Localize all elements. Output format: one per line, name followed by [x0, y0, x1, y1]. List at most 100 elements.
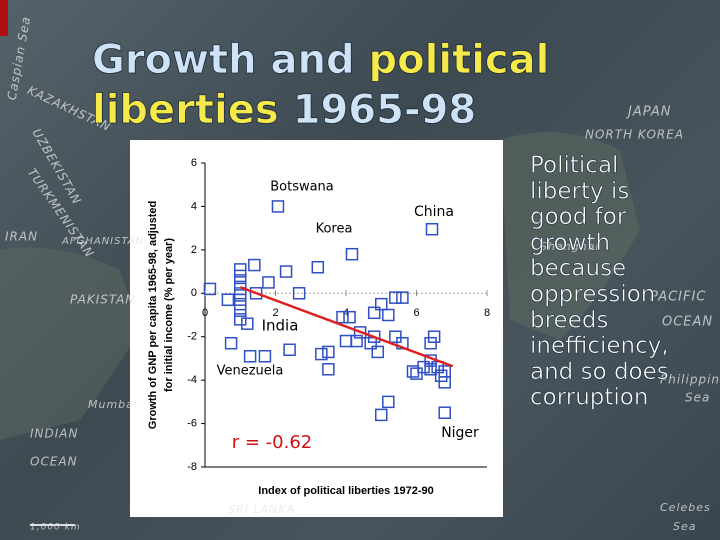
point — [424, 363, 437, 376]
point — [234, 297, 247, 311]
x-tick-label: 2 — [272, 307, 278, 319]
y-axis-label: Growth of GNP per capita 1965-98, adjust… — [147, 201, 159, 429]
point — [367, 306, 381, 320]
point — [364, 336, 377, 350]
point — [322, 345, 335, 359]
x-axis-label: Index of political liberties 1972-90 — [258, 485, 433, 497]
point — [271, 200, 285, 213]
bullet-line: corruption — [530, 385, 648, 411]
point — [315, 347, 328, 361]
x-tick-label: 8 — [484, 307, 490, 319]
land — [500, 132, 640, 340]
point — [234, 269, 247, 283]
map-label: JAPAN — [625, 105, 672, 120]
corner-mark — [0, 0, 8, 36]
annotation: China — [414, 204, 454, 220]
point — [389, 330, 402, 343]
bullet-line: breeds — [530, 307, 608, 333]
point — [427, 330, 441, 343]
trendline — [239, 286, 454, 368]
point — [410, 367, 423, 380]
point — [438, 406, 451, 419]
bullet-line: oppression — [530, 282, 655, 308]
map-label: NORTH KOREA — [585, 128, 684, 142]
point — [425, 222, 439, 236]
map-label: OCEAN — [662, 315, 713, 330]
point — [345, 247, 359, 261]
map-label: AFGHANISTAN — [61, 236, 144, 247]
point — [336, 310, 349, 324]
map-label: PAKISTAN — [70, 293, 135, 307]
annotation: Korea — [316, 222, 353, 237]
bullet-line: growth — [530, 230, 610, 256]
point — [311, 260, 325, 274]
point — [367, 330, 381, 343]
annotation: Niger — [441, 425, 479, 441]
point — [203, 282, 217, 296]
y-axis-label: for initial income (% per year) — [163, 238, 175, 392]
bullet-line: inefficiency, — [530, 333, 669, 359]
bullet-line: good for — [530, 204, 627, 230]
point — [221, 293, 235, 307]
point — [234, 263, 247, 276]
title-part: Growth and — [92, 37, 369, 83]
map-label: Shanghai — [540, 240, 599, 253]
map-label: Celebes — [660, 501, 711, 514]
point — [292, 287, 306, 300]
y-tick-label: -4 — [187, 374, 197, 386]
map-label: Mumbai — [88, 398, 138, 411]
map-label: Philippine — [660, 373, 720, 387]
point — [234, 304, 247, 317]
x-tick-label: 0 — [202, 307, 208, 319]
bullet-line: liberty is — [530, 178, 629, 204]
point — [434, 369, 448, 383]
x-tick-label: 4 — [343, 307, 349, 319]
point — [343, 310, 356, 324]
annotation: Botswana — [270, 180, 334, 195]
bullet-line: because — [530, 256, 626, 282]
point — [262, 276, 275, 289]
point — [375, 408, 388, 422]
annotation: India — [262, 317, 299, 335]
point — [350, 334, 363, 348]
point — [438, 376, 451, 389]
point — [389, 291, 402, 304]
map-label: PACIFIC — [650, 290, 706, 305]
bullet-line: Political — [530, 153, 618, 179]
point — [241, 317, 254, 330]
y-tick-label: -6 — [187, 417, 197, 429]
bullet-line: and so does — [530, 359, 669, 385]
map-label: Sea — [685, 391, 710, 405]
point — [243, 350, 257, 363]
map-label: IRAN — [5, 230, 38, 244]
point — [424, 336, 437, 350]
point — [353, 326, 367, 339]
point — [396, 291, 409, 304]
point — [382, 308, 395, 322]
y-tick-label: 0 — [191, 287, 197, 299]
map-label: 1,000 km — [30, 523, 81, 533]
point — [375, 297, 388, 311]
land — [0, 247, 140, 440]
y-tick-label: -8 — [187, 461, 197, 473]
point — [258, 350, 272, 363]
title-line: liberties 1965-98 — [92, 87, 476, 133]
point — [249, 287, 263, 300]
map-label: SRI LANKA — [228, 503, 295, 516]
y-tick-label: 6 — [191, 157, 197, 169]
y-tick-label: 2 — [191, 244, 197, 256]
point — [322, 363, 335, 376]
y-tick-label: -2 — [187, 331, 197, 343]
y-tick-label: 4 — [191, 200, 197, 212]
point — [371, 345, 384, 359]
point — [283, 343, 296, 356]
title-part: liberties — [92, 87, 293, 133]
map-label: Sea — [673, 520, 697, 533]
point — [417, 360, 430, 374]
point — [382, 395, 395, 409]
point — [279, 265, 293, 278]
annotation: Venezuela — [217, 364, 284, 379]
map-label: OCEAN — [30, 455, 78, 469]
